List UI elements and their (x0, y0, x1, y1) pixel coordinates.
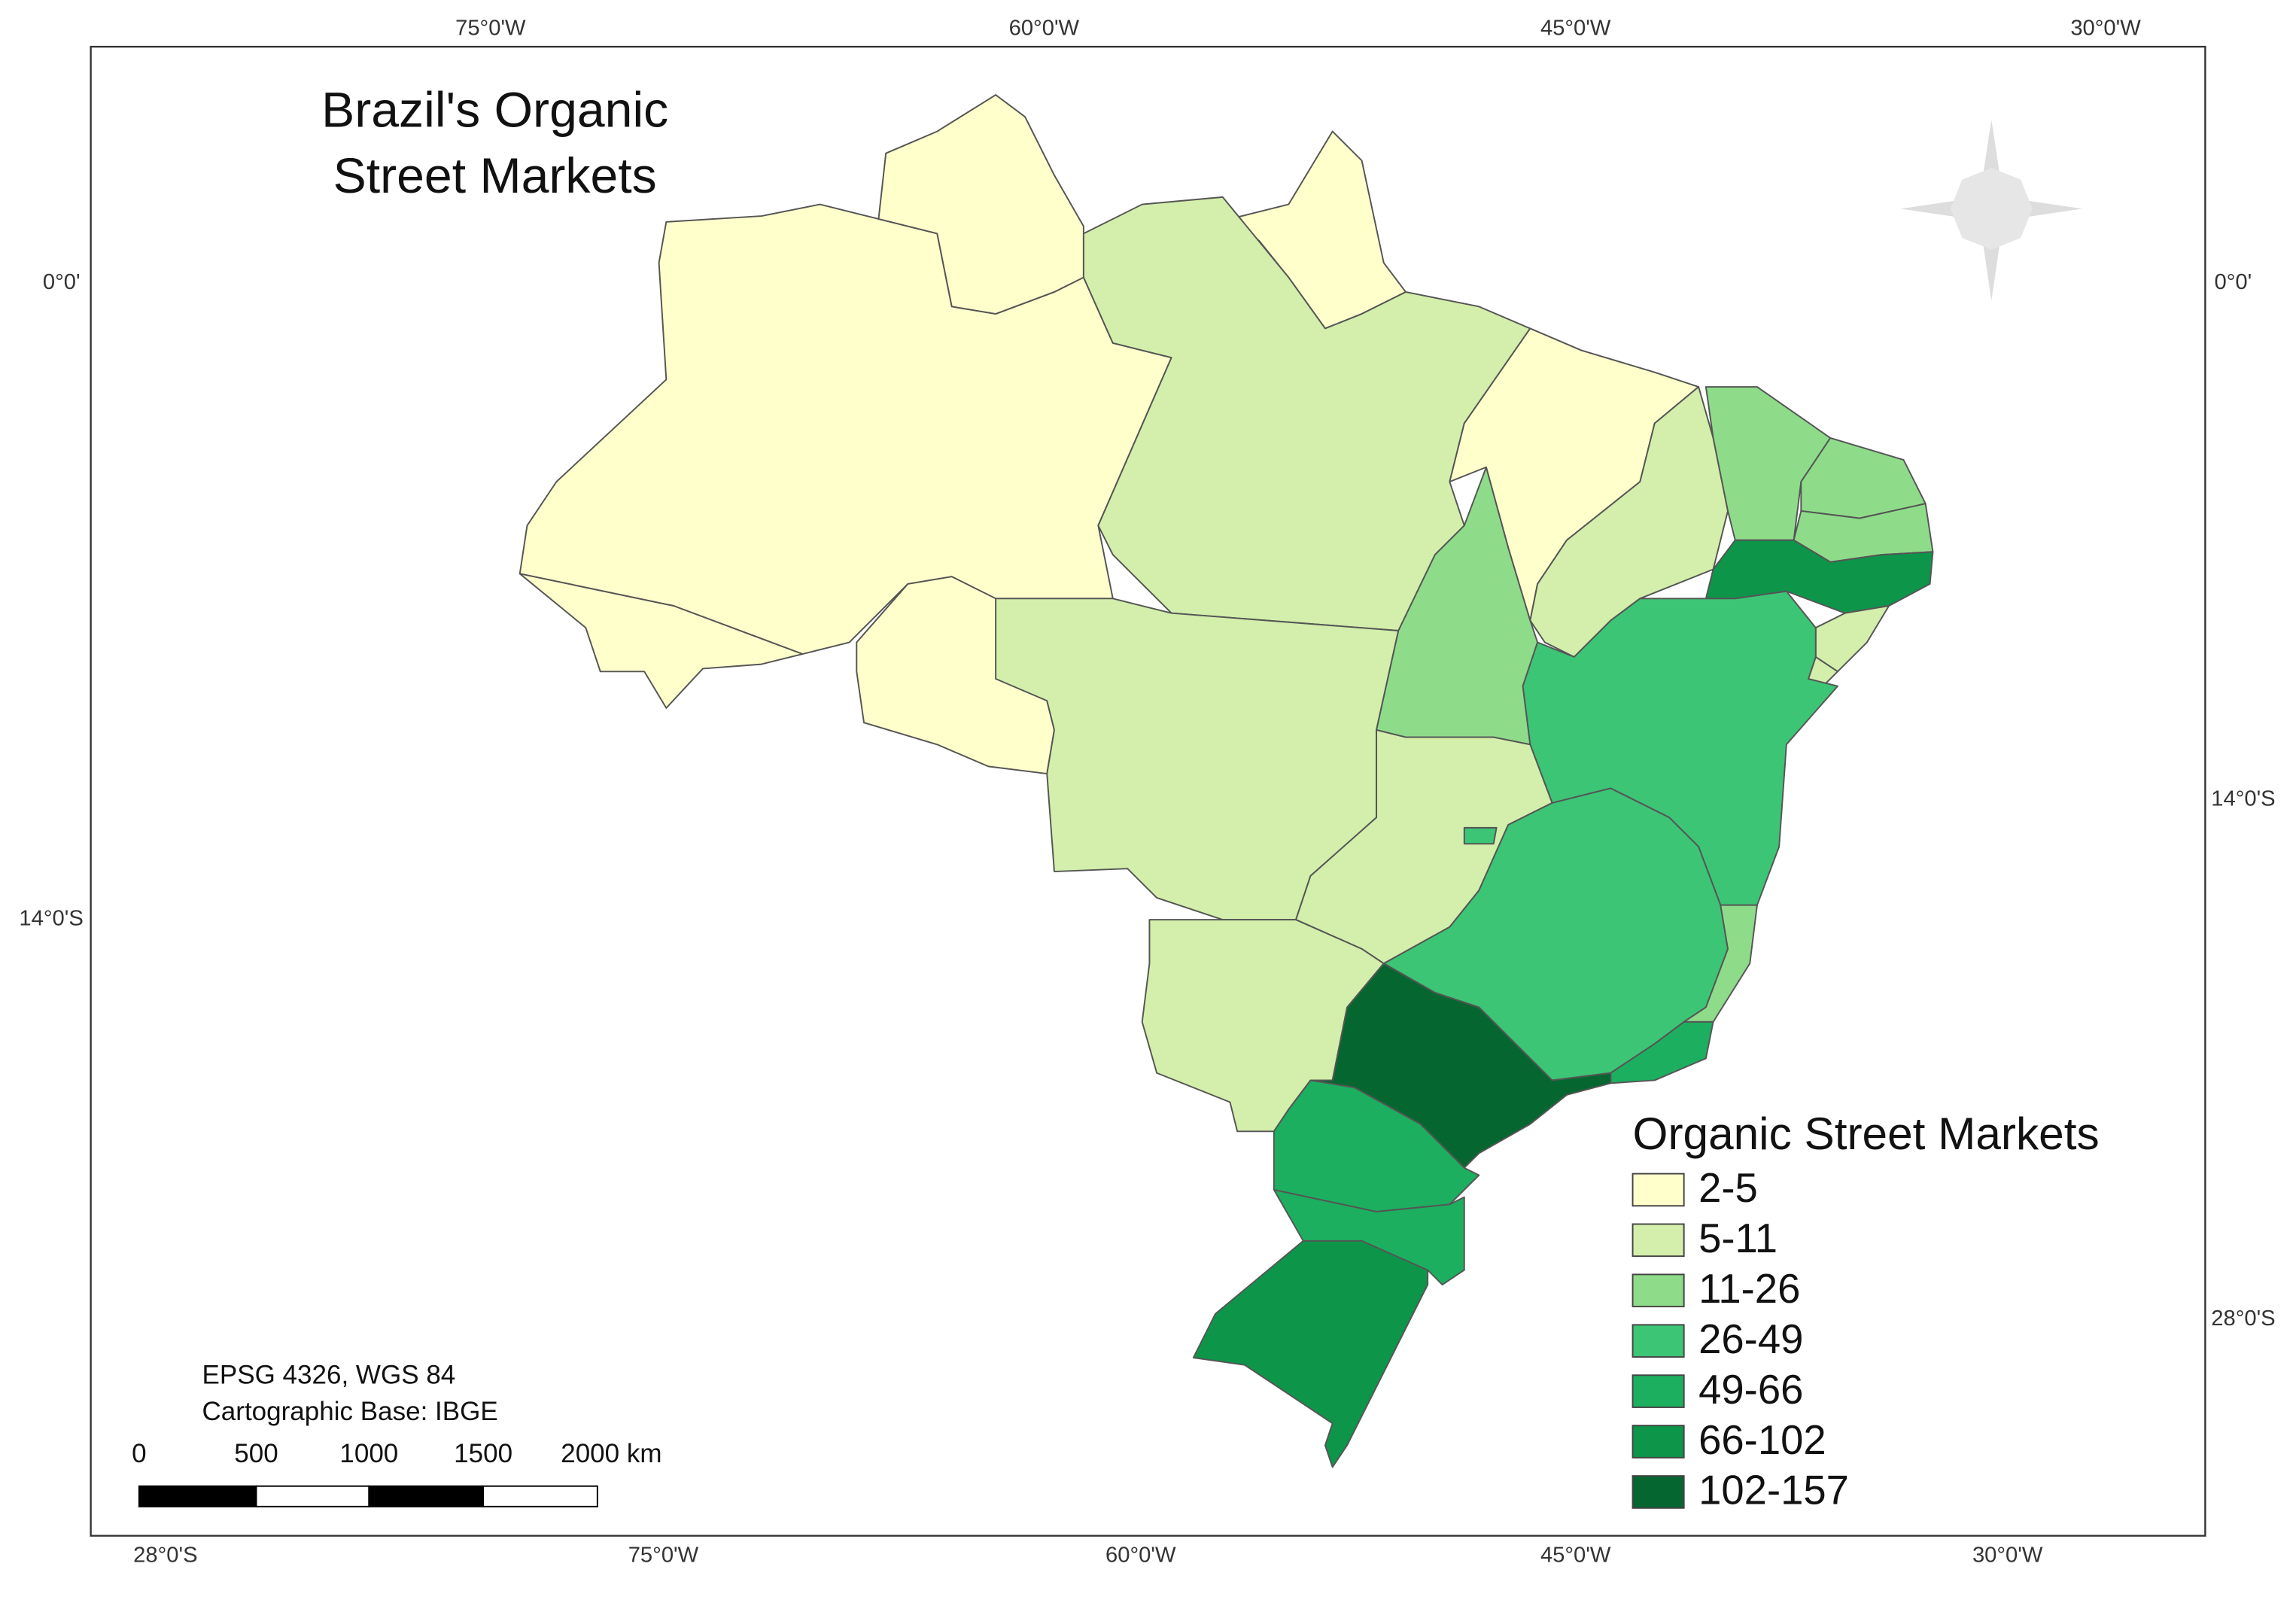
graticule-label: 60°0'W (1105, 1544, 1176, 1568)
legend-label: 11-26 (1698, 1266, 1800, 1312)
graticule-label: 45°0'W (1540, 1544, 1611, 1568)
state (1610, 1021, 1714, 1084)
legend-swatch (1632, 1273, 1685, 1308)
legend-label: 102-157 (1698, 1468, 1849, 1513)
state (1273, 1079, 1480, 1212)
state (1529, 386, 1729, 658)
legend-title: Organic Street Markets (1633, 1108, 2100, 1159)
legend-swatch (1632, 1173, 1685, 1207)
legend-swatch (1632, 1475, 1685, 1509)
graticule-label: 45°0'W (1540, 17, 1611, 41)
north-arrow (1900, 120, 2082, 301)
graticule-label: 75°0'W (628, 1544, 699, 1568)
note: EPSG 4326, WGS 84 (202, 1360, 456, 1389)
map-title: Brazil's Organic (321, 82, 668, 138)
graticule-label: 30°0'W (2070, 17, 2141, 41)
legend-swatch (1632, 1324, 1685, 1358)
state (1192, 1240, 1429, 1468)
states (519, 94, 1934, 1468)
note: Cartographic Base: IBGE (202, 1397, 498, 1426)
scale-label: 0 (132, 1439, 146, 1468)
state (519, 573, 804, 709)
scale-segment (255, 1485, 370, 1507)
scale-segment (138, 1485, 257, 1507)
graticule-label: 0°0' (2214, 270, 2252, 294)
scale-bar: 0 500 1000 1500 2000 km (132, 1439, 662, 1507)
scale-label: 1500 (454, 1439, 512, 1468)
graticule-label: 75°0'W (455, 17, 526, 41)
graticule-labels: 75°0'W 60°0'W 45°0'W 30°0'W 28°0'S 75°0'W 60°0… (19, 17, 2275, 1568)
compass-rose-inner (1950, 168, 2033, 250)
map-title: Street Markets (333, 148, 657, 203)
graticule-label: 14°0'S (19, 907, 83, 931)
graticule-label: 28°0'S (133, 1544, 197, 1568)
legend-label: 49-66 (1698, 1367, 1803, 1413)
scale-label: 1000 (339, 1439, 398, 1468)
scale-label: 500 (234, 1439, 278, 1468)
graticule-label: 30°0'W (1972, 1544, 2043, 1568)
graticule-label: 0°0' (43, 270, 81, 294)
graticule-label: 60°0'W (1009, 17, 1080, 41)
legend-swatch (1632, 1425, 1685, 1459)
scale-label: 2000 km (561, 1439, 661, 1468)
legend-label: 66-102 (1698, 1417, 1826, 1463)
legend-label: 26-49 (1698, 1316, 1803, 1362)
legend-label: 5-11 (1698, 1215, 1777, 1261)
graticule-label: 28°0'S (2211, 1306, 2275, 1331)
scale-segment (368, 1485, 485, 1507)
legend-label: 2-5 (1698, 1165, 1758, 1211)
graticule-label: 14°0'S (2211, 787, 2275, 811)
scale-segment (482, 1485, 598, 1507)
state (1463, 826, 1498, 845)
legend-swatch (1632, 1223, 1685, 1258)
legend-swatch (1632, 1374, 1685, 1408)
